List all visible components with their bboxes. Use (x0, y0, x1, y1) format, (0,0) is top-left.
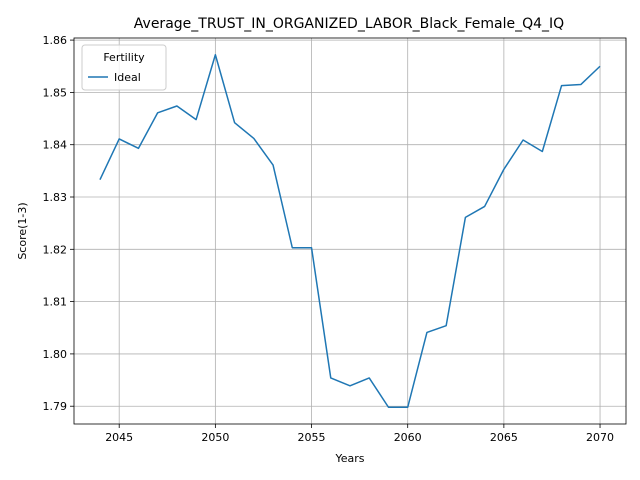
y-tick-label: 1.83 (43, 191, 68, 204)
x-tick-label: 2045 (105, 431, 133, 444)
y-tick-label: 1.84 (43, 139, 68, 152)
legend-box (81, 44, 167, 91)
series-line-ideal (99, 53, 601, 409)
y-tick-label: 1.80 (43, 348, 68, 361)
x-axis-label: Years (334, 452, 364, 465)
y-axis: 1.79 1.80 1.81 1.82 1.83 1.84 1.85 1.86 (43, 34, 74, 413)
x-tick-label: 2070 (586, 431, 614, 444)
x-tick-label: 2055 (298, 431, 326, 444)
y-axis-label: Score(1-3) (16, 202, 29, 259)
x-tick-label: 2065 (490, 431, 518, 444)
y-tick-label: 1.82 (43, 243, 68, 256)
legend-title: Fertility (103, 51, 145, 64)
x-tick-label: 2050 (201, 431, 229, 444)
y-tick-label: 1.85 (43, 86, 68, 99)
x-tick-label: 2060 (394, 431, 422, 444)
chart-title: Average_TRUST_IN_ORGANIZED_LABOR_Black_F… (134, 16, 564, 32)
x-axis: 2045 2050 2055 2060 2065 2070 (105, 424, 614, 444)
plot-frame (73, 37, 627, 425)
legend-label-ideal: Ideal (114, 71, 141, 84)
legend: Fertility Ideal (81, 44, 167, 91)
grid (74, 38, 626, 424)
y-tick-label: 1.86 (43, 34, 68, 47)
y-tick-label: 1.81 (43, 296, 68, 309)
series-layer (99, 53, 601, 409)
y-tick-label: 1.79 (43, 400, 68, 413)
